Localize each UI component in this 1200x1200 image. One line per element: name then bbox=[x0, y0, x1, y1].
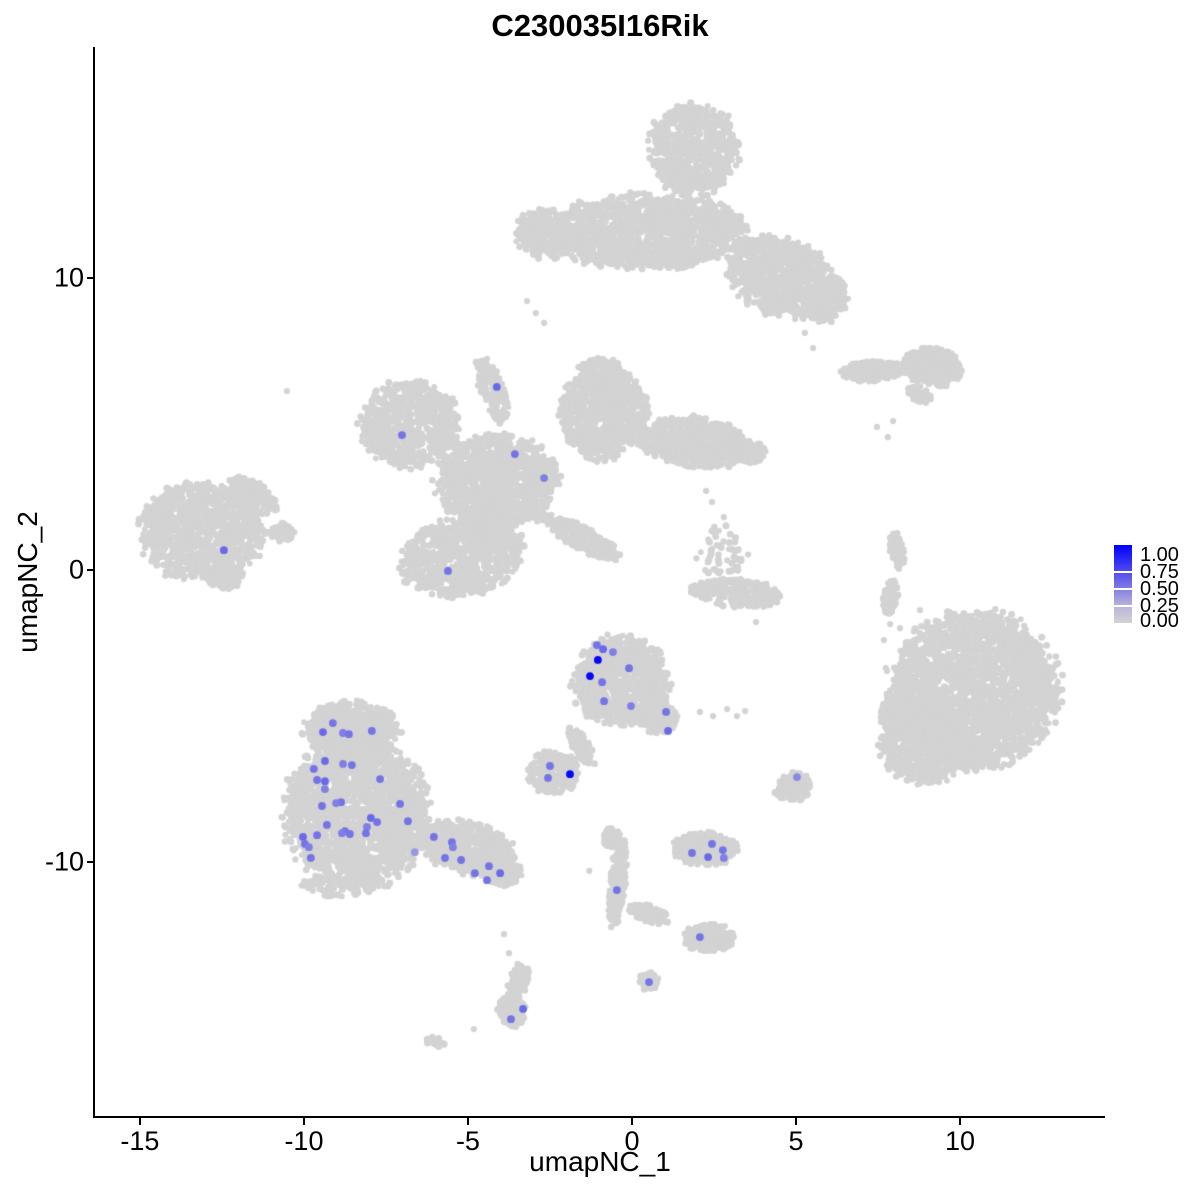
legend-label: 0.25 bbox=[1140, 595, 1179, 617]
legend-bar-tick bbox=[1114, 571, 1132, 573]
x-axis-line bbox=[93, 1116, 1105, 1118]
expression-legend: 1.00 0.75 0.50 0.25 0.00 bbox=[1112, 540, 1200, 635]
y-tick-label: 0 bbox=[68, 554, 84, 585]
x-tick-label: -5 bbox=[455, 1126, 480, 1156]
x-tick-mark bbox=[794, 1117, 797, 1125]
x-tick-mark bbox=[138, 1117, 141, 1125]
x-tick-label: 0 bbox=[624, 1126, 640, 1156]
y-tick-mark bbox=[87, 569, 95, 572]
y-tick-label: -10 bbox=[44, 846, 84, 877]
legend-colorbar bbox=[1114, 545, 1132, 623]
y-tick-mark bbox=[87, 276, 95, 279]
y-axis-line bbox=[93, 47, 95, 1118]
x-tick-label: 10 bbox=[944, 1126, 976, 1156]
legend-label: 0.75 bbox=[1140, 561, 1179, 583]
legend-label: 0.50 bbox=[1140, 578, 1179, 600]
legend-bar-tick bbox=[1114, 605, 1132, 607]
x-tick-label: -15 bbox=[120, 1126, 160, 1156]
y-tick-label: 10 bbox=[53, 262, 84, 293]
legend-label: 1.00 bbox=[1140, 544, 1179, 566]
x-tick-label: -10 bbox=[284, 1126, 324, 1156]
x-axis-title: umapNC_1 bbox=[529, 1146, 671, 1177]
y-axis-title: umapNC_2 bbox=[12, 511, 43, 653]
legend-label: 0.00 bbox=[1140, 610, 1179, 632]
x-tick-label: 5 bbox=[788, 1126, 804, 1156]
x-tick-mark bbox=[302, 1117, 305, 1125]
x-tick-mark bbox=[630, 1117, 633, 1125]
y-tick-mark bbox=[87, 861, 95, 864]
x-tick-mark bbox=[959, 1117, 961, 1125]
x-tick-mark bbox=[466, 1117, 469, 1125]
legend-bar-tick bbox=[1114, 588, 1132, 590]
plot-title: C230035I16Rik bbox=[491, 8, 709, 43]
